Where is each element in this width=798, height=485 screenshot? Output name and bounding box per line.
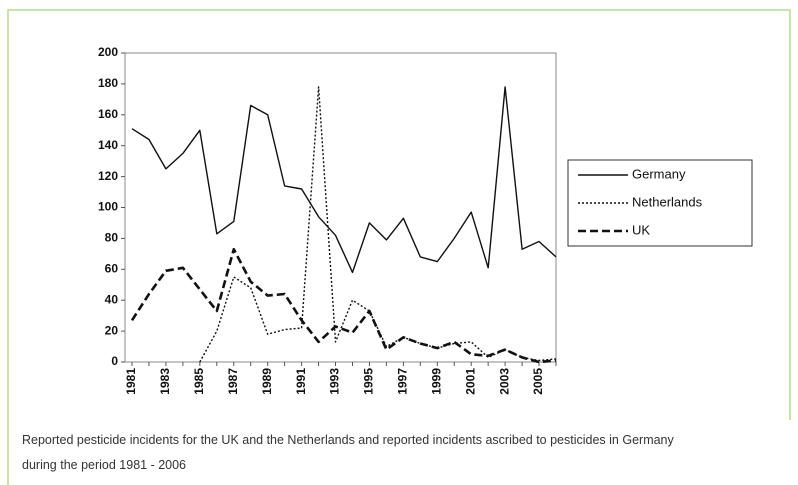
y-tick-label: 180 <box>98 76 118 90</box>
x-tick-label: 1997 <box>396 368 410 395</box>
legend-label: UK <box>632 222 650 237</box>
caption-line: Reported pesticide incidents for the UK … <box>22 433 675 447</box>
x-tick-label: 1991 <box>294 368 308 395</box>
x-tick-label: 2003 <box>497 368 511 395</box>
x-tick-label: 1985 <box>192 368 206 395</box>
x-tick-label: 1999 <box>429 368 443 395</box>
legend-label: Netherlands <box>632 194 703 209</box>
y-tick-label: 120 <box>98 169 118 183</box>
x-tick-label: 1987 <box>226 368 240 395</box>
x-tick-label: 1983 <box>158 368 172 395</box>
y-tick-label: 40 <box>105 292 119 306</box>
x-tick-label: 1981 <box>124 368 138 395</box>
plot-frame <box>124 52 557 363</box>
y-tick-label: 100 <box>98 200 118 214</box>
x-tick-label: 1989 <box>260 368 274 395</box>
series-line <box>130 247 557 364</box>
x-tick-label: 1993 <box>328 368 342 395</box>
y-tick-label: 200 <box>98 45 118 59</box>
legend-label: Germany <box>632 166 686 181</box>
y-tick-label: 60 <box>105 261 119 275</box>
x-tick-label: 2005 <box>531 368 545 395</box>
y-tick-label: 20 <box>105 323 119 337</box>
frame-border <box>7 9 791 485</box>
y-tick-label: 0 <box>111 354 118 368</box>
series-line <box>131 86 557 274</box>
series-line <box>199 86 557 363</box>
x-tick-label: 2001 <box>463 368 477 395</box>
y-tick-label: 80 <box>105 231 119 245</box>
y-tick-label: 160 <box>98 107 118 121</box>
caption-line: during the period 1981 - 2006 <box>22 458 186 472</box>
x-tick-label: 1995 <box>362 368 376 395</box>
y-tick-label: 140 <box>98 138 118 152</box>
